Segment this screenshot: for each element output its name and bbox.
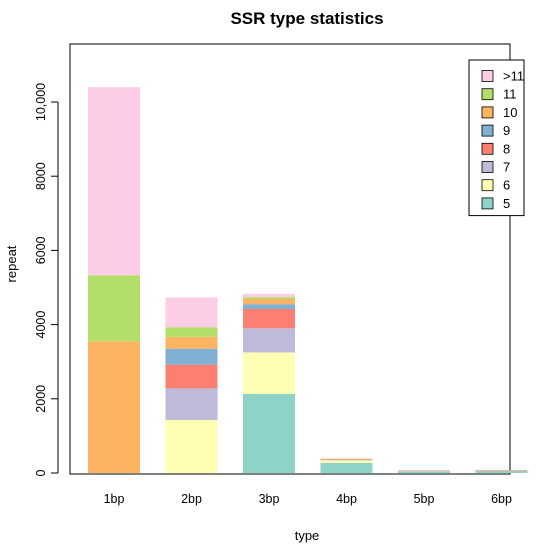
bar-3bp-9 — [243, 304, 295, 310]
y-tick-label: 8000 — [34, 162, 48, 190]
x-tick-label: 2bp — [181, 492, 202, 506]
bar-1bp-10 — [88, 341, 140, 473]
legend-swatch — [481, 197, 494, 210]
bar-2bp-6 — [165, 419, 218, 473]
bar-4bp-11 — [320, 458, 373, 460]
x-axis-label: type — [295, 528, 320, 543]
legend-label: 7 — [503, 160, 510, 175]
legend-box — [468, 59, 525, 217]
legend-swatch — [481, 70, 494, 82]
legend-swatch — [481, 161, 494, 173]
x-tick-label: 6bp — [491, 492, 512, 506]
legend-swatch — [481, 124, 494, 137]
y-axis-label: repeat — [4, 245, 19, 282]
bar-2bp-9 — [165, 348, 218, 365]
bar-2bp-8 — [165, 364, 218, 389]
bar-6bp-5 — [475, 470, 528, 473]
plot-frame — [69, 43, 511, 475]
bar-5bp-8 — [398, 470, 450, 471]
bar-3bp-11 — [243, 297, 295, 300]
x-tick-label: 4bp — [336, 492, 357, 506]
legend-label: >11 — [503, 69, 524, 84]
y-tick-label: 6000 — [34, 236, 48, 264]
bar-1bp-11 — [88, 275, 140, 342]
legend-swatch — [481, 179, 494, 192]
bar-6bp-8 — [475, 470, 528, 471]
y-tick-label: 4000 — [34, 311, 48, 339]
legend-label: 9 — [503, 123, 510, 138]
bar-3bp-7 — [243, 328, 295, 353]
bar-2bp-7 — [165, 388, 218, 420]
bar-2bp-10 — [165, 336, 218, 349]
legend: >11 11 10 9 8 7 6 5 — [468, 59, 525, 217]
bars — [88, 87, 528, 473]
chart-title: SSR type statistics — [230, 9, 383, 28]
legend-label: 5 — [503, 196, 510, 211]
bar-4bp-7 — [320, 459, 373, 461]
bar-3bp->11 — [243, 293, 295, 298]
legend-label: 11 — [503, 87, 517, 102]
x-tick-label: 1bp — [104, 492, 125, 506]
legend-label: 8 — [503, 141, 510, 156]
legend-swatch — [481, 106, 494, 119]
bar-3bp-6 — [243, 352, 295, 394]
legend-label: 10 — [503, 105, 517, 120]
x-tick-label: 3bp — [259, 492, 280, 506]
legend-swatch — [481, 142, 494, 155]
y-axis: 0 2000 4000 6000 8000 10,000 — [34, 83, 59, 476]
y-tick-label: 0 — [34, 469, 48, 476]
y-tick-label: 10,000 — [34, 83, 48, 121]
legend-label: 6 — [503, 178, 510, 193]
bar-1bp->11 — [88, 87, 140, 276]
legend-swatch — [481, 88, 494, 101]
x-axis: 1bp 2bp 3bp 4bp 5bp 6bp — [104, 492, 512, 506]
bar-4bp-5 — [320, 462, 373, 473]
bar-4bp-6 — [320, 460, 373, 463]
bar-5bp-5 — [398, 471, 450, 473]
bar-3bp-8 — [243, 309, 295, 329]
x-tick-label: 5bp — [414, 492, 435, 506]
bar-2bp-11 — [165, 327, 218, 337]
y-tick-label: 2000 — [34, 385, 48, 413]
bar-3bp-5 — [243, 393, 295, 473]
bar-3bp-10 — [243, 299, 295, 305]
bar-2bp->11 — [165, 297, 218, 328]
bar-4bp->11 — [320, 458, 373, 459]
